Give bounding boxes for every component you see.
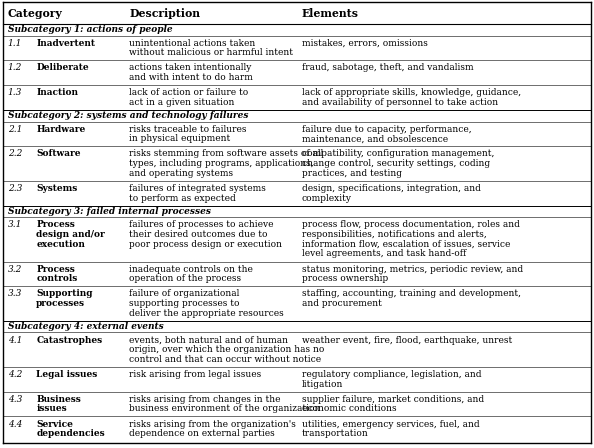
Text: dependencies: dependencies bbox=[36, 429, 105, 438]
Text: events, both natural and of human: events, both natural and of human bbox=[129, 336, 289, 345]
Text: risks stemming from software assets of all: risks stemming from software assets of a… bbox=[129, 150, 324, 159]
Text: regulatory compliance, legislation, and: regulatory compliance, legislation, and bbox=[302, 370, 481, 379]
Text: change control, security settings, coding: change control, security settings, codin… bbox=[302, 159, 490, 168]
Text: to perform as expected: to perform as expected bbox=[129, 194, 236, 202]
Text: 1.2: 1.2 bbox=[8, 64, 22, 73]
Text: control and that can occur without notice: control and that can occur without notic… bbox=[129, 355, 321, 364]
Text: utilities, emergency services, fuel, and: utilities, emergency services, fuel, and bbox=[302, 419, 479, 429]
Text: failures of processes to achieve: failures of processes to achieve bbox=[129, 220, 274, 229]
Text: act in a given situation: act in a given situation bbox=[129, 98, 235, 107]
Text: Elements: Elements bbox=[302, 8, 359, 18]
Text: lack of appropriate skills, knowledge, guidance,: lack of appropriate skills, knowledge, g… bbox=[302, 88, 521, 97]
Text: compatibility, configuration management,: compatibility, configuration management, bbox=[302, 150, 494, 159]
Text: practices, and testing: practices, and testing bbox=[302, 169, 402, 178]
Text: actions taken intentionally: actions taken intentionally bbox=[129, 64, 252, 73]
Text: operation of the process: operation of the process bbox=[129, 274, 242, 283]
Text: 4.1: 4.1 bbox=[8, 336, 22, 345]
Text: in physical equipment: in physical equipment bbox=[129, 134, 230, 143]
Text: risks traceable to failures: risks traceable to failures bbox=[129, 125, 247, 134]
Text: Subcategory 1: actions of people: Subcategory 1: actions of people bbox=[8, 25, 172, 34]
Text: fraud, sabotage, theft, and vandalism: fraud, sabotage, theft, and vandalism bbox=[302, 64, 473, 73]
Text: execution: execution bbox=[36, 240, 85, 249]
Text: 2.2: 2.2 bbox=[8, 150, 22, 159]
Text: 1.1: 1.1 bbox=[8, 39, 22, 47]
Text: supplier failure, market conditions, and: supplier failure, market conditions, and bbox=[302, 395, 484, 404]
Text: Systems: Systems bbox=[36, 184, 77, 193]
Text: failure of organizational: failure of organizational bbox=[129, 289, 240, 298]
Text: transportation: transportation bbox=[302, 429, 368, 438]
Text: Subcategory 2: systems and technology failures: Subcategory 2: systems and technology fa… bbox=[8, 111, 248, 120]
Text: unintentional actions taken: unintentional actions taken bbox=[129, 39, 256, 47]
Text: 3.1: 3.1 bbox=[8, 220, 22, 229]
Text: complexity: complexity bbox=[302, 194, 352, 202]
Text: economic conditions: economic conditions bbox=[302, 405, 396, 414]
Text: controls: controls bbox=[36, 274, 77, 283]
Text: 2.3: 2.3 bbox=[8, 184, 22, 193]
Text: risks arising from the organization's: risks arising from the organization's bbox=[129, 419, 296, 429]
Text: 3.3: 3.3 bbox=[8, 289, 22, 298]
Text: processes: processes bbox=[36, 299, 85, 308]
Text: dependence on external parties: dependence on external parties bbox=[129, 429, 275, 438]
Text: Subcategory 4: external events: Subcategory 4: external events bbox=[8, 322, 163, 331]
Text: mistakes, errors, omissions: mistakes, errors, omissions bbox=[302, 39, 428, 47]
Text: and availability of personnel to take action: and availability of personnel to take ac… bbox=[302, 98, 498, 107]
Text: Service: Service bbox=[36, 419, 73, 429]
Text: responsibilities, notifications and alerts,: responsibilities, notifications and aler… bbox=[302, 230, 486, 239]
Text: level agreements, and task hand-off: level agreements, and task hand-off bbox=[302, 250, 466, 258]
Text: staffing, accounting, training and development,: staffing, accounting, training and devel… bbox=[302, 289, 521, 298]
Text: failure due to capacity, performance,: failure due to capacity, performance, bbox=[302, 125, 472, 134]
Text: poor process design or execution: poor process design or execution bbox=[129, 240, 283, 249]
Text: Inadvertent: Inadvertent bbox=[36, 39, 95, 47]
Text: Supporting: Supporting bbox=[36, 289, 93, 298]
Text: Business: Business bbox=[36, 395, 81, 404]
Text: and operating systems: and operating systems bbox=[129, 169, 233, 178]
Text: Deliberate: Deliberate bbox=[36, 64, 89, 73]
Text: process flow, process documentation, roles and: process flow, process documentation, rol… bbox=[302, 220, 520, 229]
Text: business environment of the organization: business environment of the organization bbox=[129, 405, 321, 414]
Text: Subcategory 3: failed internal processes: Subcategory 3: failed internal processes bbox=[8, 207, 211, 216]
Text: Software: Software bbox=[36, 150, 81, 159]
Text: Category: Category bbox=[8, 8, 62, 18]
Text: 2.1: 2.1 bbox=[8, 125, 22, 134]
Text: 4.2: 4.2 bbox=[8, 370, 22, 379]
Text: their desired outcomes due to: their desired outcomes due to bbox=[129, 230, 268, 239]
Text: risks arising from changes in the: risks arising from changes in the bbox=[129, 395, 281, 404]
Text: 3.2: 3.2 bbox=[8, 265, 22, 274]
Text: risk arising from legal issues: risk arising from legal issues bbox=[129, 370, 262, 379]
Text: failures of integrated systems: failures of integrated systems bbox=[129, 184, 266, 193]
Text: 4.4: 4.4 bbox=[8, 419, 22, 429]
Text: Hardware: Hardware bbox=[36, 125, 86, 134]
Text: maintenance, and obsolescence: maintenance, and obsolescence bbox=[302, 134, 448, 143]
Text: without malicious or harmful intent: without malicious or harmful intent bbox=[129, 48, 293, 57]
Text: origin, over which the organization has no: origin, over which the organization has … bbox=[129, 345, 325, 354]
Text: 1.3: 1.3 bbox=[8, 88, 22, 97]
Text: supporting processes to: supporting processes to bbox=[129, 299, 240, 308]
Text: design and/or: design and/or bbox=[36, 230, 105, 239]
Text: Catastrophes: Catastrophes bbox=[36, 336, 102, 345]
Text: Inaction: Inaction bbox=[36, 88, 78, 97]
Text: and procurement: and procurement bbox=[302, 299, 381, 308]
Text: types, including programs, applications,: types, including programs, applications, bbox=[129, 159, 314, 168]
Text: process ownership: process ownership bbox=[302, 274, 388, 283]
Text: Description: Description bbox=[129, 8, 201, 18]
Text: 4.3: 4.3 bbox=[8, 395, 22, 404]
Text: design, specifications, integration, and: design, specifications, integration, and bbox=[302, 184, 481, 193]
Text: and with intent to do harm: and with intent to do harm bbox=[129, 73, 254, 82]
Text: information flow, escalation of issues, service: information flow, escalation of issues, … bbox=[302, 240, 510, 249]
Text: deliver the appropriate resources: deliver the appropriate resources bbox=[129, 309, 285, 318]
Text: inadequate controls on the: inadequate controls on the bbox=[129, 265, 254, 274]
Text: issues: issues bbox=[36, 405, 67, 414]
Text: litigation: litigation bbox=[302, 379, 343, 389]
Text: lack of action or failure to: lack of action or failure to bbox=[129, 88, 249, 97]
Text: weather event, fire, flood, earthquake, unrest: weather event, fire, flood, earthquake, … bbox=[302, 336, 512, 345]
Text: Process: Process bbox=[36, 220, 75, 229]
Text: status monitoring, metrics, periodic review, and: status monitoring, metrics, periodic rev… bbox=[302, 265, 523, 274]
Text: Legal issues: Legal issues bbox=[36, 370, 97, 379]
Text: Process: Process bbox=[36, 265, 75, 274]
